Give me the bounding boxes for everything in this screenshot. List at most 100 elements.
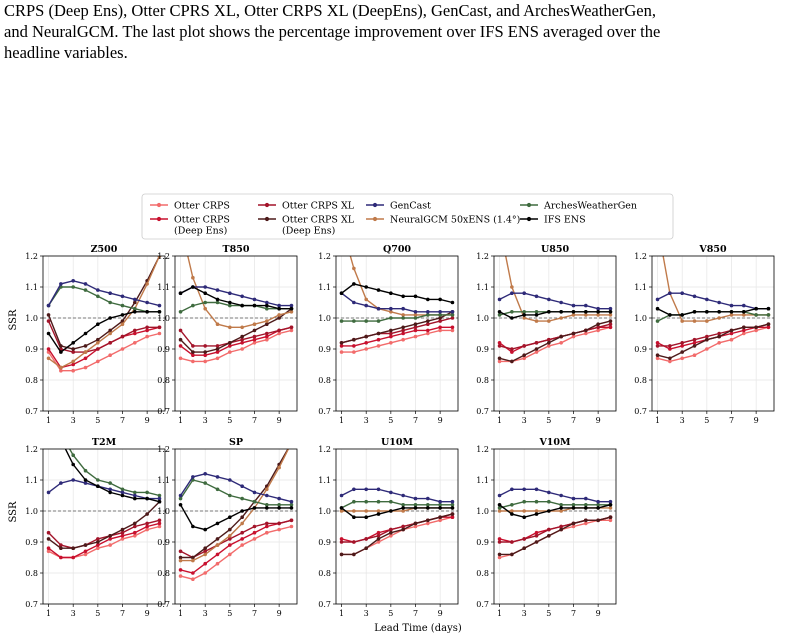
data-point: [571, 496, 576, 501]
y-tick-label: 0.8: [476, 376, 489, 385]
y-tick-label: 1.1: [476, 476, 489, 485]
data-point: [71, 453, 75, 458]
series-line-neuralgcm: [662, 256, 769, 322]
data-point: [413, 325, 418, 330]
data-point: [426, 310, 430, 314]
legend-label: (Deep Ens): [174, 226, 227, 237]
data-point: [352, 300, 356, 305]
data-point: [389, 534, 393, 538]
data-point: [289, 306, 294, 311]
data-point: [389, 306, 393, 311]
caption-line: headline variables.: [4, 43, 128, 62]
data-point: [83, 468, 88, 473]
data-point: [215, 347, 220, 351]
data-point: [203, 481, 207, 485]
data-point: [547, 297, 551, 302]
data-point: [83, 365, 88, 370]
data-point: [413, 328, 418, 333]
data-point: [83, 356, 88, 361]
y-tick-label: 0.9: [318, 345, 331, 354]
series-line-ifs: [341, 507, 453, 518]
series-line-gencast: [499, 292, 611, 310]
data-point: [191, 359, 195, 364]
data-point: [389, 490, 393, 495]
data-point: [203, 353, 207, 358]
data-point: [265, 331, 269, 336]
y-tick-label: 1.2: [634, 252, 647, 261]
series-line-ifs: [179, 504, 292, 531]
data-point: [729, 313, 734, 317]
data-point: [534, 310, 539, 314]
data-point: [596, 325, 600, 330]
data-point: [228, 537, 232, 541]
data-point: [59, 555, 63, 560]
data-point: [426, 518, 430, 523]
data-point: [510, 509, 514, 513]
data-point: [191, 303, 195, 308]
data-point: [133, 341, 137, 345]
y-tick-label: 1.1: [476, 283, 489, 292]
data-point: [120, 530, 125, 535]
series-line-gencast: [48, 479, 160, 500]
data-point: [680, 344, 684, 348]
data-point: [339, 341, 344, 345]
data-point: [108, 537, 112, 541]
data-point: [534, 347, 539, 351]
data-point: [228, 543, 232, 547]
data-point: [376, 344, 381, 348]
data-point: [145, 334, 149, 339]
data-point: [655, 319, 660, 323]
data-point: [510, 316, 514, 320]
data-point: [450, 506, 455, 510]
y-tick-label: 1.0: [25, 314, 38, 323]
data-point: [534, 487, 539, 492]
data-point: [157, 256, 162, 258]
data-point: [83, 350, 88, 354]
data-point: [265, 322, 269, 327]
data-point: [742, 325, 746, 330]
data-point: [510, 487, 514, 492]
data-point: [547, 337, 551, 342]
data-point: [376, 509, 381, 513]
data-point: [534, 341, 539, 345]
data-point: [178, 493, 183, 498]
data-point: [96, 537, 100, 541]
series-group: [46, 416, 162, 560]
panel-title: T2M: [92, 437, 117, 448]
data-point: [584, 328, 588, 333]
data-point: [289, 506, 294, 510]
data-point: [364, 509, 368, 513]
data-point: [522, 353, 526, 358]
legend-label: (Deep Ens): [282, 226, 335, 237]
series-line-otter_crps_de: [180, 326, 292, 356]
axes-frame: [493, 448, 617, 605]
panel-title: SP: [229, 437, 243, 448]
data-point: [59, 432, 63, 436]
legend-label: Otter CRPS: [174, 201, 230, 212]
x-tick-label: 3: [203, 609, 208, 618]
data-point: [252, 328, 257, 333]
data-point: [71, 478, 75, 482]
data-point: [145, 524, 149, 529]
data-point: [96, 288, 100, 292]
panel-t850: 0.7 0.8 0.9 1.0 1.1 1.2 1 3 5 7 9 T850: [157, 244, 298, 425]
data-point: [450, 503, 455, 507]
data-point: [290, 441, 294, 445]
data-point: [497, 344, 502, 348]
data-point: [289, 499, 294, 504]
data-point: [534, 512, 539, 516]
data-point: [228, 515, 232, 519]
data-point: [84, 416, 88, 420]
data-point: [108, 328, 112, 333]
data-point: [584, 313, 588, 317]
series-line-otter_xl_de: [48, 501, 160, 549]
data-point: [559, 509, 563, 513]
data-point: [265, 303, 269, 308]
data-point: [203, 472, 207, 476]
data-point: [729, 303, 734, 308]
data-point: [438, 518, 442, 523]
data-point: [596, 506, 600, 510]
series-group: [497, 487, 613, 560]
data-point: [364, 303, 368, 308]
data-point: [413, 521, 418, 526]
